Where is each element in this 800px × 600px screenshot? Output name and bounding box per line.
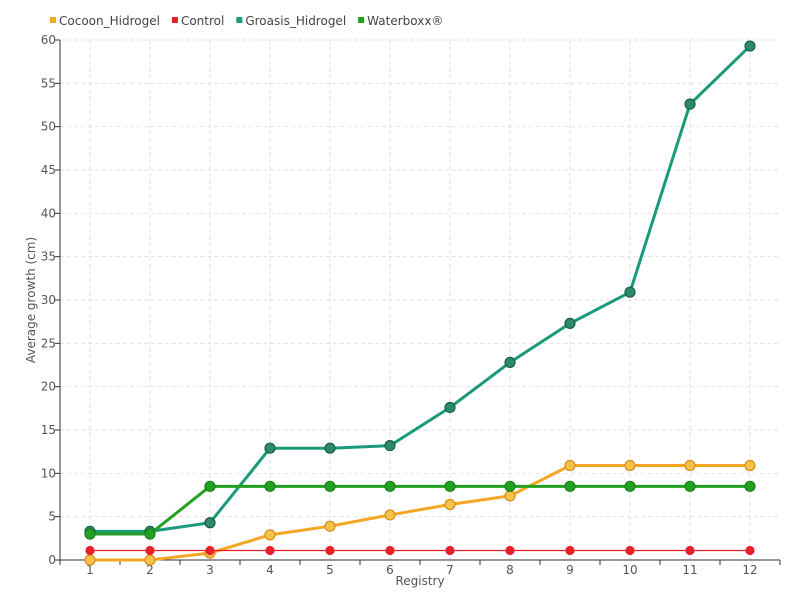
data-point xyxy=(384,440,396,452)
x-tick-label: 10 xyxy=(622,563,637,577)
y-tick-label: 0 xyxy=(48,553,56,567)
data-point xyxy=(264,529,276,541)
data-point xyxy=(685,545,695,556)
legend-item[interactable]: Control xyxy=(171,14,224,28)
data-point xyxy=(265,545,275,556)
data-point xyxy=(744,40,756,52)
data-point xyxy=(504,356,516,368)
data-point xyxy=(444,498,456,511)
data-point xyxy=(325,545,335,556)
data-point xyxy=(205,545,215,556)
x-tick-label: 12 xyxy=(742,563,757,577)
data-point xyxy=(505,545,515,556)
series-line xyxy=(90,44,752,533)
x-tick-label: 4 xyxy=(266,563,274,577)
y-tick-label: 35 xyxy=(41,250,56,264)
series-3 xyxy=(84,480,756,540)
x-tick-label: 1 xyxy=(86,563,94,577)
legend-label: Control xyxy=(181,14,224,28)
legend-label: Groasis_Hidrogel xyxy=(245,14,346,28)
data-point xyxy=(84,554,96,566)
data-point xyxy=(624,286,636,298)
legend-swatch xyxy=(50,17,56,23)
data-point xyxy=(624,480,636,492)
series-2 xyxy=(84,40,756,538)
data-point xyxy=(564,480,576,492)
data-point xyxy=(684,98,696,110)
data-point xyxy=(684,480,696,492)
data-point xyxy=(504,490,516,502)
series-1 xyxy=(85,545,755,556)
data-point xyxy=(85,545,95,556)
legend-swatch xyxy=(236,17,243,23)
legend-item[interactable]: Cocoon_Hidrogel xyxy=(50,14,160,28)
x-axis-title: Registry xyxy=(395,574,444,588)
y-tick-label: 15 xyxy=(41,423,56,437)
y-tick-label: 20 xyxy=(41,380,56,394)
data-point xyxy=(385,545,395,556)
x-tick-label: 2 xyxy=(146,563,154,577)
data-point xyxy=(564,317,576,329)
data-point xyxy=(324,480,336,492)
series-0 xyxy=(84,459,756,566)
data-point xyxy=(745,545,755,556)
data-point xyxy=(84,528,96,540)
y-tick-label: 50 xyxy=(41,120,56,134)
y-tick-label: 5 xyxy=(48,510,56,524)
x-tick-label: 8 xyxy=(506,563,514,577)
y-tick-label: 30 xyxy=(41,293,56,307)
x-tick-label: 7 xyxy=(446,563,454,577)
data-point xyxy=(264,480,276,492)
data-point xyxy=(444,401,456,414)
y-tick-label: 25 xyxy=(41,336,56,350)
data-point xyxy=(264,442,276,454)
x-tick-label: 3 xyxy=(206,563,214,577)
data-point xyxy=(504,480,516,492)
data-point xyxy=(144,528,156,540)
legend-item[interactable]: Groasis_Hidrogel xyxy=(236,14,346,28)
series-line xyxy=(90,464,750,562)
series-layer xyxy=(84,40,756,566)
data-point xyxy=(445,545,455,556)
legend-swatch xyxy=(358,17,365,23)
data-point xyxy=(324,520,336,532)
data-point xyxy=(144,554,156,566)
grid xyxy=(60,39,780,560)
data-point xyxy=(324,442,336,454)
y-axis-title: Average growth (cm) xyxy=(24,237,38,363)
y-tick-label: 45 xyxy=(41,163,56,177)
series-line xyxy=(90,484,750,536)
legend-label: Cocoon_Hidrogel xyxy=(59,14,160,28)
data-point xyxy=(624,459,636,472)
data-point xyxy=(684,459,696,472)
legend: Cocoon_Hidrogel Control Groasis_Hidrogel Wa… xyxy=(50,14,443,28)
y-tick-label: 10 xyxy=(41,466,56,480)
data-point xyxy=(384,509,396,521)
legend-label: Waterboxx® xyxy=(367,14,443,28)
legend-swatch xyxy=(171,17,178,23)
y-tick-label: 55 xyxy=(41,76,56,90)
x-tick-label: 9 xyxy=(566,563,574,577)
data-point xyxy=(744,480,756,492)
data-point xyxy=(744,459,756,472)
data-point xyxy=(444,480,456,492)
data-point xyxy=(384,480,396,492)
legend-item[interactable]: Waterboxx® xyxy=(358,14,443,28)
data-point xyxy=(204,517,216,529)
x-tick-label: 5 xyxy=(326,563,334,577)
y-tick-label: 40 xyxy=(41,206,56,220)
y-tick-label: 60 xyxy=(41,33,56,47)
data-point xyxy=(565,545,575,556)
data-point xyxy=(204,480,216,492)
data-point xyxy=(625,545,635,556)
data-point xyxy=(145,545,155,556)
x-tick-label: 11 xyxy=(682,563,697,577)
data-point xyxy=(564,459,576,472)
x-tick-label: 6 xyxy=(386,563,394,577)
